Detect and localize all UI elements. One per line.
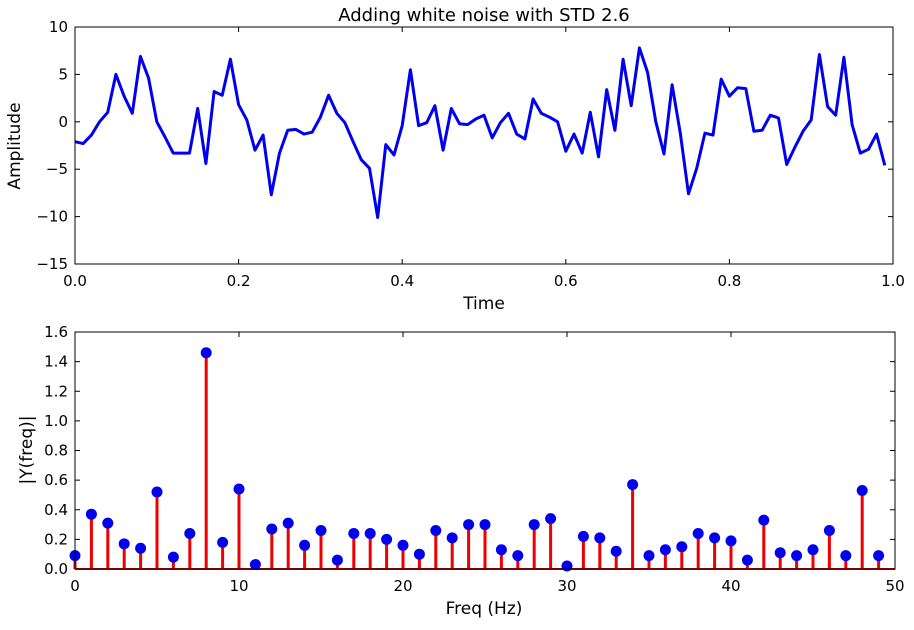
time-ytick-label: −15 <box>36 255 68 273</box>
time-ytick-label: −5 <box>46 160 68 178</box>
freq-xtick-label: 20 <box>393 577 412 595</box>
freq-ytick-label: 1.0 <box>44 412 68 430</box>
freq-plot-stems <box>69 347 895 572</box>
freq-ytick-label: 0.6 <box>44 471 68 489</box>
stem-marker <box>397 539 409 551</box>
stem-marker <box>741 554 753 566</box>
stem-marker <box>217 536 229 548</box>
stem-marker <box>85 508 97 520</box>
stem-marker <box>807 544 819 556</box>
freq-ytick-label: 0.0 <box>44 560 68 578</box>
stem-marker <box>118 538 130 550</box>
stem-marker <box>594 532 606 544</box>
time-xtick-label: 0.0 <box>63 272 87 290</box>
time-xtick-label: 0.8 <box>717 272 741 290</box>
stem-marker <box>381 533 393 545</box>
time-plot-frame <box>74 26 894 265</box>
stem-marker <box>610 545 622 557</box>
stem-marker <box>676 541 688 553</box>
freq-plot-ylabel: |Y(freq)| <box>17 416 37 485</box>
time-xtick-label: 0.4 <box>390 272 414 290</box>
stem-marker <box>184 527 196 539</box>
freq-ytick-label: 0.2 <box>44 530 68 548</box>
stem-marker <box>709 532 721 544</box>
freq-ytick-label: 0.8 <box>44 442 68 460</box>
stem-marker <box>495 544 507 556</box>
stem-marker <box>873 550 885 562</box>
stem-marker <box>758 514 770 526</box>
stem-marker <box>102 517 114 529</box>
time-xtick-label: 0.6 <box>554 272 578 290</box>
freq-ytick-label: 1.2 <box>44 382 68 400</box>
time-ytick-label: 10 <box>49 18 68 36</box>
freq-ytick-label: 1.6 <box>44 323 68 341</box>
time-xtick-label: 1.0 <box>881 272 905 290</box>
freq-xtick-label: 40 <box>721 577 740 595</box>
freq-ytick-label: 0.4 <box>44 501 68 519</box>
time-plot-title: Adding white noise with STD 2.6 <box>338 5 630 26</box>
stem-marker <box>791 550 803 562</box>
noisy-signal-line <box>74 46 887 219</box>
stem-marker <box>249 559 261 571</box>
stem-marker <box>643 550 655 562</box>
freq-plot-ticks: 0 10 20 30 40 50 0.0 0.2 0.4 0.6 0.8 1.0 1.2 1.4 1.6 <box>44 323 904 595</box>
stem-marker <box>856 484 868 496</box>
stem-marker <box>823 524 835 536</box>
stem-marker <box>463 519 475 531</box>
stem-marker <box>233 483 245 495</box>
stem-marker <box>364 527 376 539</box>
stem-marker <box>692 527 704 539</box>
stem-marker <box>167 551 179 563</box>
freq-plot-frame <box>74 331 896 570</box>
stem-marker <box>315 524 327 536</box>
time-domain-plot: Adding white noise with STD 2.6 Time Amp… <box>5 5 905 314</box>
stem-marker <box>430 524 442 536</box>
time-xtick-label: 0.2 <box>227 272 251 290</box>
stem-marker <box>512 550 524 562</box>
stem-marker <box>840 550 852 562</box>
time-ytick-label: 5 <box>58 65 68 83</box>
stem-marker <box>528 519 540 531</box>
freq-xtick-label: 50 <box>885 577 904 595</box>
time-plot-ticks: 0.0 0.2 0.4 0.6 0.8 1.0 −15 −10 −5 0 5 10 <box>36 18 905 290</box>
stem-marker <box>135 542 147 554</box>
stem-marker <box>348 527 360 539</box>
stem-marker <box>627 479 639 491</box>
stem-marker <box>479 519 491 531</box>
stem-marker <box>446 532 458 544</box>
time-ytick-label: 0 <box>58 113 68 131</box>
stem-marker <box>151 486 163 498</box>
frequency-domain-plot: Freq (Hz) |Y(freq)| 0 10 20 30 40 50 0.0 0.2 0.4… <box>17 323 905 619</box>
freq-xtick-label: 10 <box>229 577 248 595</box>
time-plot-xlabel: Time <box>462 294 505 314</box>
freq-ytick-label: 1.4 <box>44 353 68 371</box>
time-ytick-label: −10 <box>36 208 68 226</box>
stem-marker <box>299 539 311 551</box>
stem-marker <box>266 523 278 535</box>
stem-marker <box>413 548 425 560</box>
freq-xtick-label: 30 <box>557 577 576 595</box>
stem-marker <box>659 544 671 556</box>
stem-marker <box>545 513 557 525</box>
freq-xtick-label: 0 <box>70 577 80 595</box>
stem-marker <box>774 547 786 559</box>
stem-marker <box>725 535 737 547</box>
time-plot-ylabel: Amplitude <box>5 102 25 189</box>
stem-marker <box>561 560 573 572</box>
stem-marker <box>331 554 343 566</box>
stem-marker <box>282 517 294 529</box>
freq-plot-xlabel: Freq (Hz) <box>446 599 523 619</box>
stem-marker <box>200 347 212 359</box>
stem-marker <box>577 530 589 542</box>
